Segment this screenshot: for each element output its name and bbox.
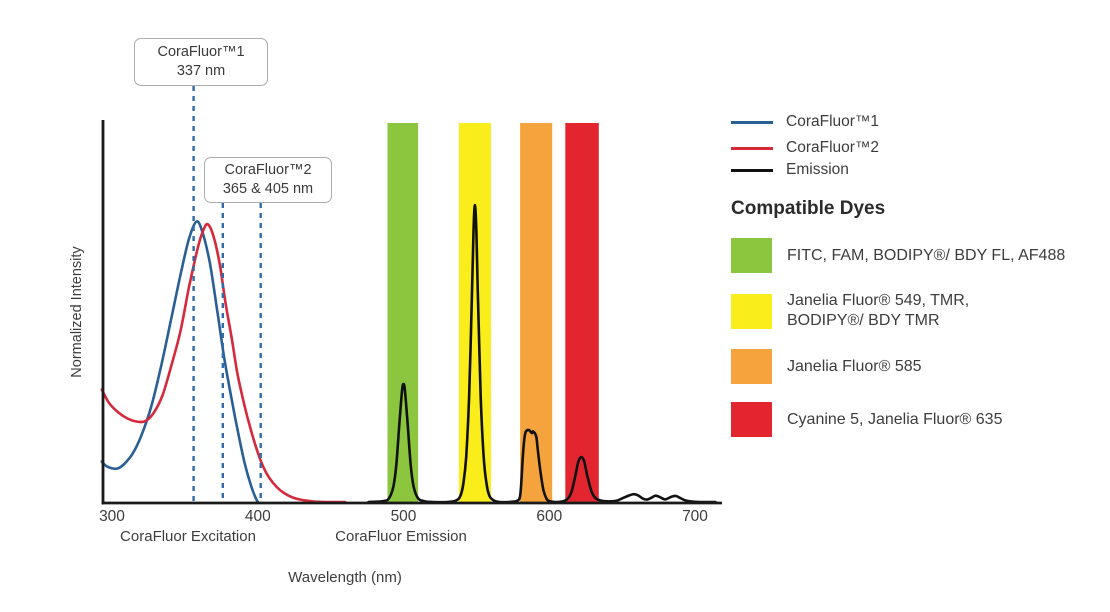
legend-item-label: CoraFluor™1 [786,113,880,130]
legend-item-label: Emission [786,161,849,178]
legend-panel: CoraFluor™1 CoraFluor™2 Emission Compati… [731,113,1110,437]
x-tick-500: 500 [391,508,417,525]
x-tick-300: 300 [99,508,125,525]
legend-item-corafluor2: CoraFluor™2 [731,139,1110,156]
legend-item-corafluor1: CoraFluor™1 [731,113,1110,130]
spectra-chart: 300 400 500 600 700 [99,86,722,525]
dye-item-label: Janelia Fluor® 549, TMR, BODIPY®/ BDY TM… [787,291,969,331]
x-section-label-excitation: CoraFluor Excitation [120,528,256,545]
x-tick-600: 600 [536,508,562,525]
x-axis-label: Wavelength (nm) [288,569,402,586]
excitation-curve-1 [100,220,260,504]
x-tick-700: 700 [682,508,708,525]
green-swatch-icon [731,238,772,273]
dye-item-label: Cyanine 5, Janelia Fluor® 635 [787,410,1003,428]
x-tick-400: 400 [245,508,271,525]
dye-item-label-line2: BODIPY®/ BDY TMR [787,312,940,329]
dye-item-label: Janelia Fluor® 585 [787,357,922,375]
callout-corafluor1-title: CoraFluor™1 [157,44,245,60]
legend-line-red-icon [731,146,773,150]
callout-corafluor1: CoraFluor™1 337 nm [134,38,268,86]
dye-item-label-line1: Janelia Fluor® 549, TMR, [787,292,970,309]
green-filter-band [387,123,419,503]
callout-corafluor2: CoraFluor™2 365 & 405 nm [204,157,332,203]
callout-corafluor2-title: CoraFluor™2 [224,162,312,178]
callout-corafluor2-value: 365 & 405 nm [222,181,314,197]
dye-item-green: FITC, FAM, BODIPY®/ BDY FL, AF488 [731,238,1110,273]
dye-item-label: FITC, FAM, BODIPY®/ BDY FL, AF488 [787,246,1066,264]
orange-swatch-icon [731,349,772,384]
x-section-label-emission: CoraFluor Emission [335,528,467,545]
callout-corafluor1-value: 337 nm [176,63,226,79]
red-swatch-icon [731,402,772,437]
red-filter-band [565,123,599,503]
dye-item-red: Cyanine 5, Janelia Fluor® 635 [731,402,1110,437]
legend-line-black-icon [731,168,773,172]
legend-line-blue-icon [731,120,773,124]
dye-item-yellow: Janelia Fluor® 549, TMR, BODIPY®/ BDY TM… [731,291,1110,331]
yellow-filter-band [458,123,491,503]
y-axis-label: Normalized Intensity [69,246,85,378]
compatible-dyes-heading: Compatible Dyes [731,198,886,219]
legend-item-label: CoraFluor™2 [786,139,880,156]
legend-item-emission: Emission [731,161,1110,178]
emission-curve [367,203,717,504]
excitation-curve-2 [100,222,347,504]
dye-item-orange: Janelia Fluor® 585 [731,349,1110,384]
yellow-swatch-icon [731,293,772,329]
